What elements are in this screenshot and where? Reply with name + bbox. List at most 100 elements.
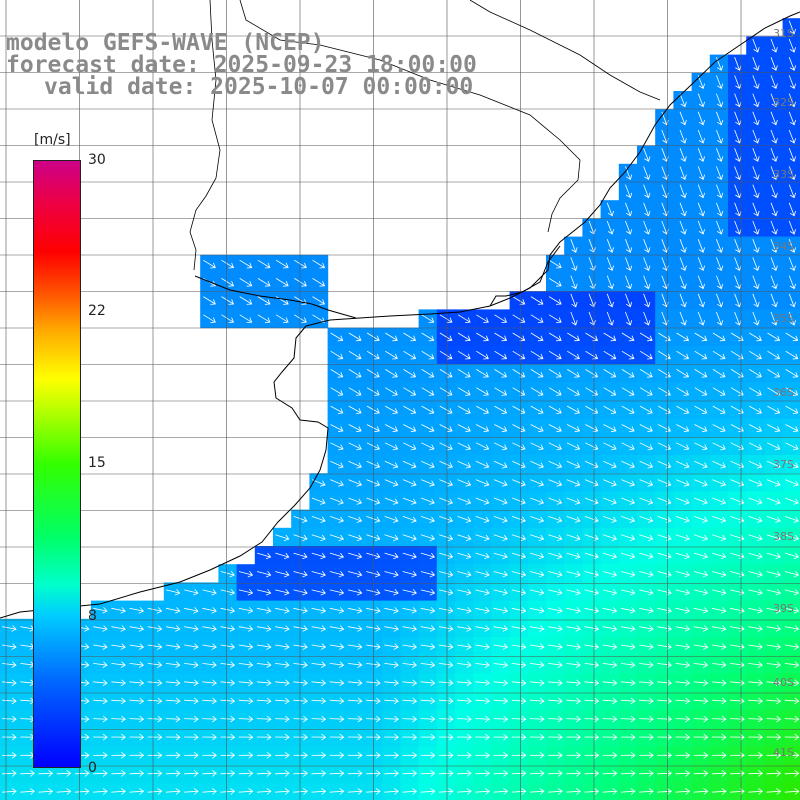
- wind-arrow: [788, 38, 796, 53]
- wind-arrow: [239, 259, 253, 269]
- wind-arrow: [2, 679, 17, 687]
- wind-arrow: [493, 570, 508, 578]
- wind-arrow: [348, 405, 362, 414]
- wind-arrow: [202, 661, 217, 668]
- wind-cell: [782, 218, 800, 238]
- wind-arrow: [639, 788, 654, 795]
- wind-arrow: [439, 589, 454, 596]
- wind-arrow: [493, 661, 509, 668]
- wind-arrow: [475, 479, 490, 487]
- wind-arrow: [311, 552, 326, 560]
- wind-arrow: [202, 788, 217, 795]
- wind-arrow: [675, 733, 691, 741]
- wind-arrow: [643, 257, 651, 272]
- wind-arrow: [712, 442, 726, 451]
- wind-arrow: [402, 607, 418, 614]
- wind-arrow: [202, 607, 217, 614]
- wind-arrow: [129, 751, 145, 759]
- wind-arrow: [384, 442, 399, 451]
- wind-arrow: [570, 239, 578, 253]
- wind-arrow: [657, 589, 672, 596]
- wind-arrow: [788, 184, 796, 199]
- wind-arrow: [256, 715, 272, 723]
- wind-arrow: [752, 202, 760, 217]
- wind-arrow: [384, 460, 399, 469]
- wind-arrow: [766, 715, 782, 723]
- wind-arrow: [548, 643, 563, 650]
- wind-arrow: [770, 293, 778, 308]
- wind-arrow: [438, 715, 454, 723]
- wind-arrow: [766, 751, 782, 759]
- wind-arrow: [693, 751, 709, 759]
- wind-arrow: [639, 350, 653, 360]
- wind-arrow: [2, 625, 17, 632]
- wind-arrow: [675, 625, 691, 632]
- wind-arrow: [220, 589, 235, 596]
- wind-arrow: [694, 479, 708, 487]
- wind-arrow: [770, 184, 778, 199]
- wind-arrow: [529, 715, 545, 723]
- wind-arrow: [639, 679, 654, 687]
- wind-arrow: [752, 257, 760, 272]
- colorbar: [33, 160, 81, 768]
- wind-arrow: [184, 770, 199, 777]
- wind-arrow: [697, 129, 705, 144]
- wind-arrow: [329, 552, 345, 560]
- wind-arrow: [658, 405, 671, 414]
- wind-arrow: [493, 643, 509, 650]
- wind-arrow: [38, 770, 54, 777]
- wind-arrow: [184, 589, 199, 596]
- wind-arrow: [256, 788, 272, 795]
- wind-arrow: [716, 75, 724, 90]
- wind-arrow: [530, 387, 544, 396]
- wind-arrow: [20, 788, 35, 795]
- wind-arrow: [457, 733, 472, 741]
- wind-cell: [782, 345, 800, 365]
- wind-arrow: [788, 20, 796, 35]
- wind-arrow: [675, 788, 691, 795]
- wind-arrow: [529, 643, 545, 650]
- wind-arrow: [679, 257, 687, 272]
- wind-arrow: [311, 607, 327, 614]
- wind-arrow: [584, 479, 599, 487]
- wind-arrow: [620, 570, 636, 578]
- colorbar-tick-22: 22: [88, 303, 106, 319]
- wind-arrow: [734, 75, 742, 90]
- wind-arrow: [679, 202, 687, 217]
- wind-arrow: [752, 75, 760, 90]
- wind-arrow: [748, 479, 763, 487]
- wind-arrow: [675, 697, 691, 705]
- wind-arrow: [165, 697, 181, 705]
- wind-arrow: [165, 625, 181, 632]
- wind-arrow: [716, 257, 724, 272]
- wind-arrow: [767, 350, 781, 360]
- wind-arrow: [384, 643, 399, 650]
- wind-arrow: [420, 625, 436, 632]
- wind-arrow: [694, 497, 708, 505]
- wind-arrow: [511, 552, 527, 560]
- wind-arrow: [129, 715, 145, 723]
- wind-arrow: [602, 788, 618, 795]
- wind-arrow: [366, 625, 381, 632]
- wind-cell: [782, 72, 800, 92]
- wind-arrow: [311, 625, 327, 632]
- wind-arrow: [770, 257, 778, 272]
- wind-arrow: [567, 332, 580, 342]
- wind-arrow: [657, 607, 672, 614]
- wind-arrow: [457, 661, 472, 668]
- wind-arrow: [238, 751, 254, 759]
- wind-arrow: [548, 497, 563, 505]
- wind-arrow: [184, 661, 199, 668]
- wind-arrow: [548, 259, 562, 269]
- wind-arrow: [621, 497, 636, 505]
- wind-arrow: [584, 715, 600, 723]
- wind-arrow: [457, 460, 472, 469]
- wind-arrow: [639, 570, 654, 578]
- wind-arrow: [238, 589, 254, 596]
- wind-arrow: [494, 332, 508, 342]
- wind-arrow: [658, 369, 671, 378]
- wind-arrow: [679, 93, 687, 108]
- wind-arrow: [275, 751, 290, 759]
- wind-arrow: [2, 661, 17, 668]
- wind-arrow: [384, 697, 399, 705]
